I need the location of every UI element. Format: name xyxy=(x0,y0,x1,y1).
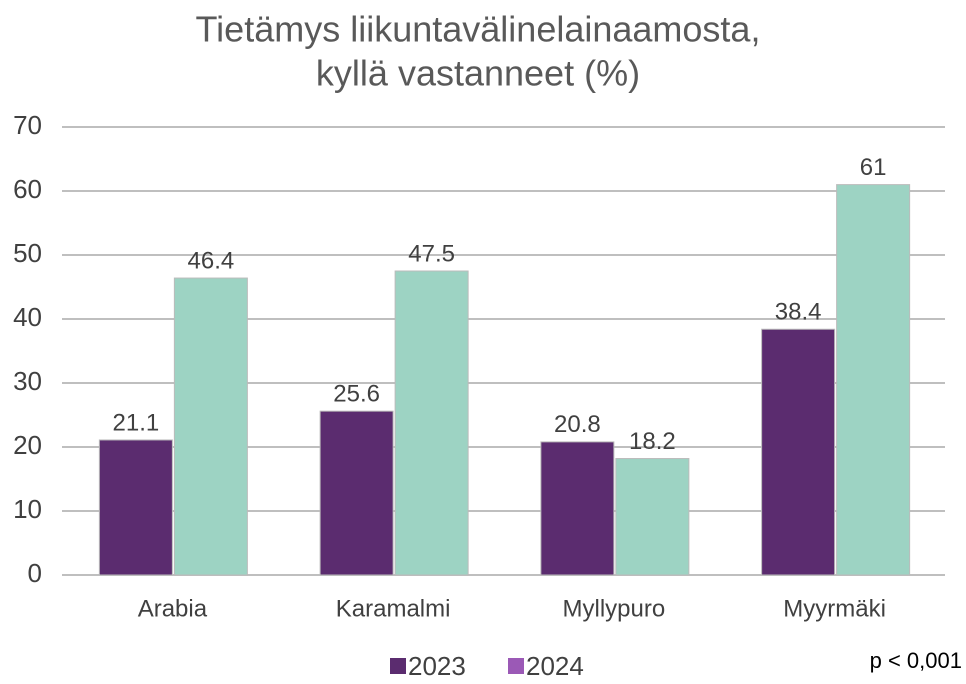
x-tick-label: Myllypuro xyxy=(563,595,666,622)
bar xyxy=(540,441,615,576)
y-tick-label: 40 xyxy=(13,302,42,332)
y-tick-label: 70 xyxy=(13,110,42,140)
bar xyxy=(615,458,690,576)
data-label: 25.6 xyxy=(333,381,380,408)
data-label: 18.2 xyxy=(629,428,676,455)
data-label: 20.8 xyxy=(554,411,601,438)
bar xyxy=(173,277,248,576)
y-tick-label: 10 xyxy=(13,494,42,524)
data-label: 21.1 xyxy=(113,409,160,436)
x-tick-label: Myyrmäki xyxy=(783,595,886,622)
chart-title: kyllä vastanneet (%) xyxy=(316,53,640,94)
data-label: 47.5 xyxy=(408,240,455,267)
data-label: 46.4 xyxy=(188,247,235,274)
x-tick-label: Arabia xyxy=(138,595,208,622)
y-tick-label: 50 xyxy=(13,238,42,268)
bar xyxy=(394,270,469,576)
data-label: 38.4 xyxy=(775,299,822,326)
data-label: 61 xyxy=(860,154,887,181)
y-tick-label: 0 xyxy=(28,558,42,588)
legend-swatch xyxy=(508,658,524,674)
x-tick-label: Karamalmi xyxy=(336,595,451,622)
chart-title: Tietämys liikuntavälinelainaamosta, xyxy=(196,9,761,50)
y-tick-label: 20 xyxy=(13,430,42,460)
legend-swatch xyxy=(390,658,406,674)
bar xyxy=(761,328,836,576)
bar xyxy=(319,410,394,576)
bar xyxy=(836,184,911,576)
bar xyxy=(98,439,173,576)
legend-label: 2024 xyxy=(526,651,584,681)
annotation: p < 0,001 xyxy=(870,648,962,673)
legend-label: 2023 xyxy=(408,651,466,681)
y-tick-label: 60 xyxy=(13,174,42,204)
y-tick-label: 30 xyxy=(13,366,42,396)
